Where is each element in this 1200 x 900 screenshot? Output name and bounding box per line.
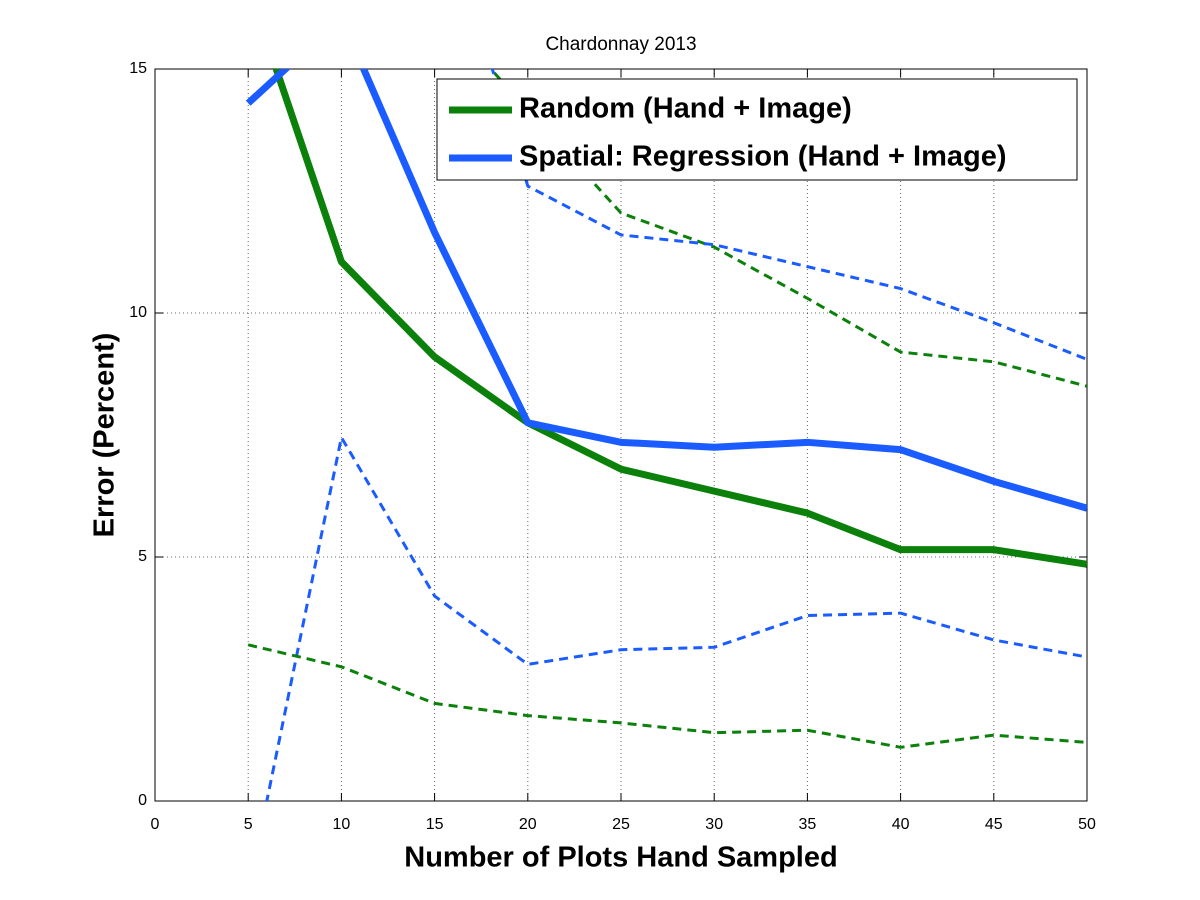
legend-label: Spatial: Regression (Hand + Image): [519, 141, 1006, 173]
series-line: [490, 69, 1087, 361]
plot-frame: [154, 68, 1088, 802]
x-axis-label: Number of Plots Hand Sampled: [404, 842, 837, 874]
y-tick-label: 5: [138, 548, 147, 565]
x-tick-label: 30: [705, 816, 723, 833]
x-tick-label: 0: [151, 816, 160, 833]
x-tick-label: 35: [799, 816, 817, 833]
series-line: [265, 435, 1087, 801]
x-tick-label: 20: [519, 816, 537, 833]
y-axis-label: Error (Percent): [89, 333, 121, 538]
x-tick-label: 5: [244, 816, 253, 833]
chart-title: Chardonnay 2013: [545, 34, 696, 55]
x-tick-label: 45: [985, 816, 1003, 833]
plot-lines: [245, 69, 1087, 801]
x-tick-label: 40: [892, 816, 910, 833]
y-tick-label: 15: [129, 60, 147, 77]
x-tick-label: 10: [333, 816, 351, 833]
x-tick-label: 25: [612, 816, 630, 833]
series-line: [247, 643, 1087, 749]
series-line: [272, 69, 1087, 568]
x-tick-label: 15: [426, 816, 444, 833]
series-line: [245, 69, 1087, 512]
legend-box: [436, 78, 1078, 181]
legend-label: Random (Hand + Image): [519, 93, 852, 125]
x-tick-label: 50: [1078, 816, 1096, 833]
y-tick-label: 0: [138, 792, 147, 809]
y-tick-label: 10: [129, 304, 147, 321]
